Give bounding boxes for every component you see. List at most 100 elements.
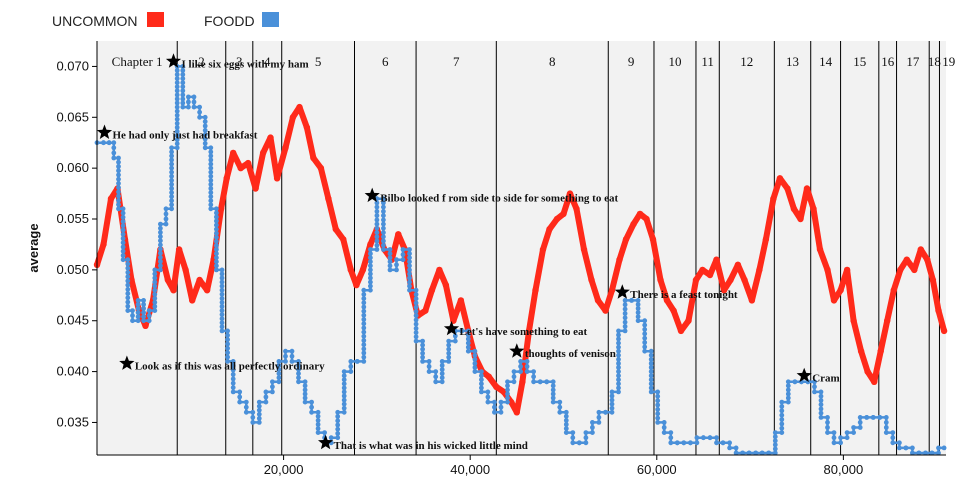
data-point-foodd xyxy=(420,342,425,348)
data-point-foodd xyxy=(208,194,214,200)
data-point-foodd xyxy=(309,404,314,410)
data-point-foodd xyxy=(328,435,334,441)
data-point-uncommon xyxy=(706,271,714,279)
data-point-uncommon xyxy=(237,164,244,172)
data-point-foodd xyxy=(609,401,615,407)
data-point-foodd xyxy=(361,342,367,348)
data-point-foodd xyxy=(818,410,824,416)
data-point-foodd xyxy=(219,316,225,322)
data-point-foodd xyxy=(237,394,243,400)
data-point-foodd xyxy=(381,196,386,202)
data-point-foodd xyxy=(407,279,412,285)
data-point-foodd xyxy=(125,270,131,275)
data-point-foodd xyxy=(420,350,425,356)
data-point-foodd xyxy=(779,399,785,405)
data-point-foodd xyxy=(214,218,219,224)
data-point-foodd xyxy=(831,440,837,446)
data-point-uncommon xyxy=(770,195,777,202)
data-point-foodd xyxy=(929,450,935,456)
data-point-uncommon xyxy=(602,307,609,314)
data-point-uncommon xyxy=(940,327,948,335)
data-point-uncommon xyxy=(142,322,149,329)
data-point-foodd xyxy=(202,141,208,146)
data-point-uncommon xyxy=(636,210,644,218)
data-point-foodd xyxy=(779,404,785,409)
data-point-foodd xyxy=(616,336,621,342)
data-point-foodd xyxy=(120,231,126,237)
data-point-foodd xyxy=(936,450,941,456)
data-point-foodd xyxy=(609,389,615,395)
legend-label-foodd: FOODD xyxy=(204,13,255,29)
data-point-foodd xyxy=(158,225,163,231)
data-point-foodd xyxy=(341,369,347,374)
data-point-foodd xyxy=(208,173,214,179)
data-point-foodd xyxy=(219,328,225,334)
legend-item-uncommon[interactable]: UNCOMMON xyxy=(52,12,164,29)
data-point-foodd xyxy=(616,352,621,358)
data-point-foodd xyxy=(146,308,152,313)
data-point-foodd xyxy=(270,379,275,385)
data-point-foodd xyxy=(125,278,131,284)
data-point-foodd xyxy=(766,450,772,456)
data-point-foodd xyxy=(152,279,158,285)
data-point-uncommon xyxy=(244,159,252,167)
data-point-foodd xyxy=(844,435,850,441)
legend-swatch-uncommon xyxy=(147,12,164,27)
data-point-uncommon xyxy=(630,220,637,228)
data-point-foodd xyxy=(642,348,648,354)
data-point-foodd xyxy=(169,165,175,171)
data-point-foodd xyxy=(335,431,341,436)
data-point-foodd xyxy=(413,330,419,335)
data-point-foodd xyxy=(720,440,726,446)
data-point-foodd xyxy=(714,435,719,441)
data-point-foodd xyxy=(214,251,219,256)
y-tick-label: 0.060 xyxy=(56,160,89,175)
data-point-foodd xyxy=(563,409,569,415)
data-point-foodd xyxy=(446,350,452,356)
data-point-foodd xyxy=(174,96,180,102)
data-point-foodd xyxy=(125,261,131,267)
data-point-foodd xyxy=(387,259,393,265)
data-point-foodd xyxy=(727,445,732,451)
data-point-foodd xyxy=(655,389,661,395)
data-point-foodd xyxy=(596,415,602,420)
data-point-foodd xyxy=(857,420,863,425)
data-point-foodd xyxy=(655,415,661,421)
data-point-foodd xyxy=(779,417,785,422)
data-point-foodd xyxy=(472,357,478,362)
data-point-foodd xyxy=(208,153,214,159)
data-point-foodd xyxy=(642,331,648,337)
data-point-uncommon xyxy=(485,373,492,380)
data-point-foodd xyxy=(237,399,243,405)
data-point-foodd xyxy=(420,359,425,364)
data-point-foodd xyxy=(433,379,439,385)
data-point-foodd xyxy=(381,247,386,252)
data-point-foodd xyxy=(169,202,175,208)
chapter-label: 2 xyxy=(198,54,205,69)
data-point-foodd xyxy=(923,450,928,456)
data-point-foodd xyxy=(225,345,231,351)
data-point-foodd xyxy=(407,287,412,293)
data-point-foodd xyxy=(890,430,896,435)
data-point-foodd xyxy=(202,145,208,151)
data-point-foodd xyxy=(197,104,203,110)
data-point-foodd xyxy=(916,450,922,456)
data-point-foodd xyxy=(897,445,902,451)
data-point-foodd xyxy=(400,247,406,252)
data-point-foodd xyxy=(492,404,497,410)
data-point-foodd xyxy=(531,369,536,374)
data-point-foodd xyxy=(125,291,131,296)
data-point-uncommon xyxy=(897,266,904,274)
data-point-foodd xyxy=(174,137,180,143)
data-point-foodd xyxy=(622,311,628,316)
data-point-foodd xyxy=(479,373,484,379)
data-point-foodd xyxy=(374,247,380,252)
data-point-foodd xyxy=(125,257,131,263)
data-point-foodd xyxy=(368,255,373,261)
data-point-foodd xyxy=(557,399,563,405)
data-point-uncommon xyxy=(935,307,942,314)
legend-item-foodd[interactable]: FOODD xyxy=(204,12,279,29)
data-point-foodd xyxy=(146,313,152,318)
data-point-foodd xyxy=(214,243,219,248)
data-point-foodd xyxy=(883,420,889,425)
